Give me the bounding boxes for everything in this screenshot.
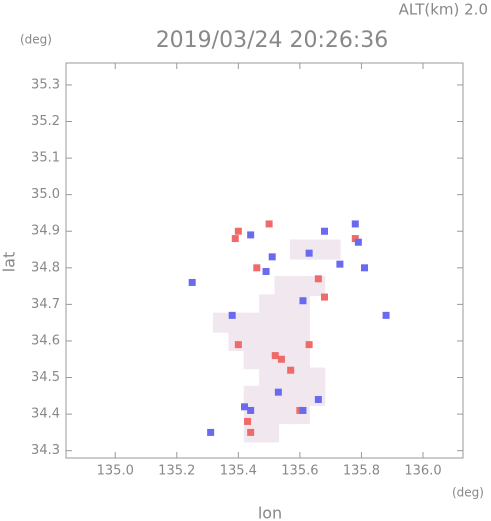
data-cell [259,294,280,315]
data-cell [244,417,252,425]
data-cell [354,238,362,246]
data-cell [289,312,310,333]
altitude-label: ALT(km) 2.0 [399,1,488,19]
data-cell [231,235,239,243]
data-cell [243,349,264,370]
data-cell [265,220,273,228]
data-cell [305,367,326,388]
chart-title: 2019/03/24 20:26:36 [156,28,389,53]
y-tick-label: 35.0 [31,187,60,202]
x-tick-label: 135.0 [97,464,134,479]
data-cell [274,388,282,396]
x-tick-label: 135.4 [220,464,257,479]
data-cell [253,264,261,272]
y-tick-label: 35.2 [31,114,60,129]
y-tick-label: 34.5 [31,370,60,385]
data-cell [259,422,280,443]
x-tick-label: 135.2 [158,464,195,479]
data-cell [247,406,255,414]
data-cell [247,428,255,436]
data-cell [274,294,295,315]
y-tick-label: 34.3 [31,443,60,458]
x-tick-label: 135.8 [343,464,380,479]
data-cell [361,264,369,272]
data-cell [314,395,322,403]
data-cell [207,428,215,436]
data-cell [247,231,255,239]
data-cell [321,227,329,235]
data-cell [259,404,280,425]
data-cell [289,276,310,297]
x-tick-label: 136.0 [404,464,441,479]
data-cell [314,275,322,283]
data-cell [259,312,280,333]
y-tick-label: 34.9 [31,224,60,239]
data-cell [351,220,359,228]
data-cell [243,312,264,333]
plot-frame [65,62,464,459]
data-cell [287,366,295,374]
data-cell [212,312,233,333]
data-cell [268,253,276,261]
data-cell [289,239,310,260]
data-cell [289,330,310,351]
data-cell [274,330,295,351]
data-cell [274,312,295,333]
data-cell [228,330,249,351]
data-cell [305,341,313,349]
data-cell [243,385,264,406]
x-unit: (deg) [452,486,484,500]
y-tick-label: 34.8 [31,260,60,275]
x-axis-label: lon [258,504,282,521]
data-cell [234,227,242,235]
y-tick-label: 34.6 [31,333,60,348]
data-cell [274,276,295,297]
data-cell [351,235,359,243]
data-cell [321,293,329,301]
y-tick-label: 35.3 [31,77,60,92]
y-tick-label: 34.7 [31,297,60,312]
data-cell [188,278,196,286]
data-cell [305,249,313,257]
data-cell [299,406,307,414]
y-tick-label: 35.1 [31,151,60,166]
data-cell [271,352,279,360]
data-cell [228,311,236,319]
data-cell [336,260,344,268]
data-cell [382,311,390,319]
y-unit: (deg) [20,33,52,47]
data-cell [243,330,264,351]
data-cell [289,349,310,370]
y-tick-label: 34.4 [31,407,60,422]
data-cell [289,385,310,406]
x-tick-label: 135.6 [281,464,318,479]
data-cell [262,267,270,275]
data-cell [274,404,295,425]
data-cell [320,239,341,260]
data-cell [259,330,280,351]
data-cell [299,297,307,305]
data-cell [277,355,285,363]
data-cell [240,403,248,411]
y-axis-label: lat [0,252,19,273]
data-cell [259,385,280,406]
data-cell [259,367,280,388]
data-cell [289,367,310,388]
data-cell [234,341,242,349]
